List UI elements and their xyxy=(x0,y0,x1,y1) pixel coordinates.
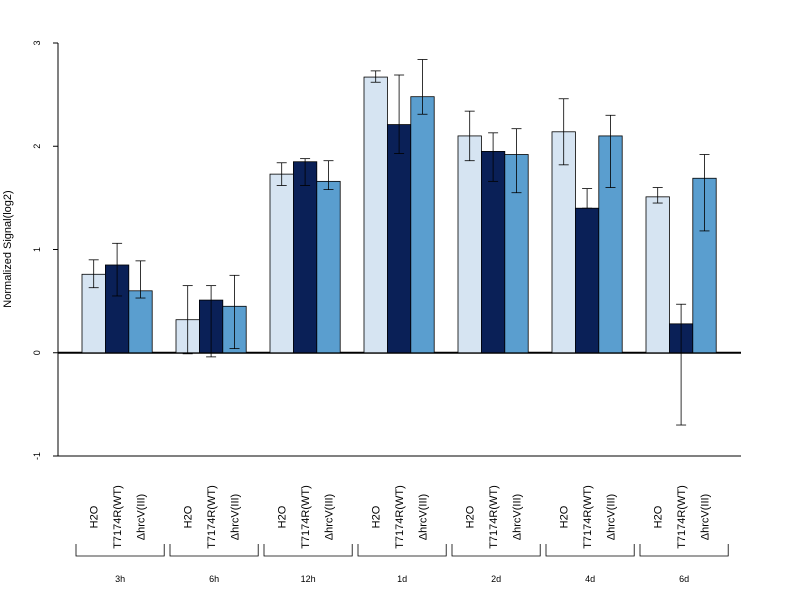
series-label: ΔhrcV(III) xyxy=(700,494,712,540)
series-label: H2O xyxy=(183,505,195,528)
series-label: H2O xyxy=(465,505,477,528)
series-label: T7174R(WT) xyxy=(676,485,688,549)
group-bracket xyxy=(451,544,541,557)
category-label: 1d xyxy=(397,574,407,584)
series-label: H2O xyxy=(559,505,571,528)
bar xyxy=(269,173,294,354)
series-label: H2O xyxy=(277,505,289,528)
bar xyxy=(386,124,412,354)
group-bracket xyxy=(357,544,447,557)
bar xyxy=(645,196,670,354)
series-label: ΔhrcV(III) xyxy=(512,494,524,540)
category-labels: H2O T7174R(WT) ΔhrcV(III) 3h H2O T7174R(WT) Δh… xyxy=(75,485,729,584)
series-label: H2O xyxy=(653,505,665,528)
group-bracket xyxy=(263,544,353,557)
bar xyxy=(457,135,482,354)
group-bracket xyxy=(545,544,635,557)
bar xyxy=(363,76,388,354)
y-tick-label: 0 xyxy=(32,350,42,355)
series-label: ΔhrcV(III) xyxy=(230,494,242,540)
series-label: ΔhrcV(III) xyxy=(136,494,148,540)
y-axis-label: Normalized Signal(log2) xyxy=(2,190,14,307)
series-label: T7174R(WT) xyxy=(112,485,124,549)
category-label: 6h xyxy=(209,574,219,584)
bars xyxy=(81,76,717,354)
category-label: 3h xyxy=(115,574,125,584)
bar xyxy=(128,290,153,354)
group-bracket xyxy=(639,544,729,557)
series-label: ΔhrcV(III) xyxy=(324,494,336,540)
y-tick-label: 3 xyxy=(32,40,42,45)
category-label: 2d xyxy=(491,574,501,584)
series-label: T7174R(WT) xyxy=(488,485,500,549)
group-bracket xyxy=(75,544,165,557)
series-label: T7174R(WT) xyxy=(394,485,406,549)
error-bars xyxy=(88,59,710,426)
series-label: T7174R(WT) xyxy=(582,485,594,549)
series-label: T7174R(WT) xyxy=(300,485,312,549)
group-bracket xyxy=(169,544,259,557)
y-tick-label: 2 xyxy=(32,144,42,149)
category-label: 12h xyxy=(301,574,316,584)
series-label: H2O xyxy=(371,505,383,528)
y-tick-label: 1 xyxy=(32,247,42,252)
bar xyxy=(316,180,341,354)
y-tick-label: -1 xyxy=(32,452,42,460)
series-label: H2O xyxy=(89,505,101,528)
series-label: T7174R(WT) xyxy=(206,485,218,549)
bar xyxy=(575,207,600,354)
series-label: ΔhrcV(III) xyxy=(606,494,618,540)
series-label: ΔhrcV(III) xyxy=(418,494,430,540)
bar xyxy=(410,96,435,354)
category-label: 6d xyxy=(679,574,689,584)
bar xyxy=(292,161,318,354)
category-label: 4d xyxy=(585,574,595,584)
